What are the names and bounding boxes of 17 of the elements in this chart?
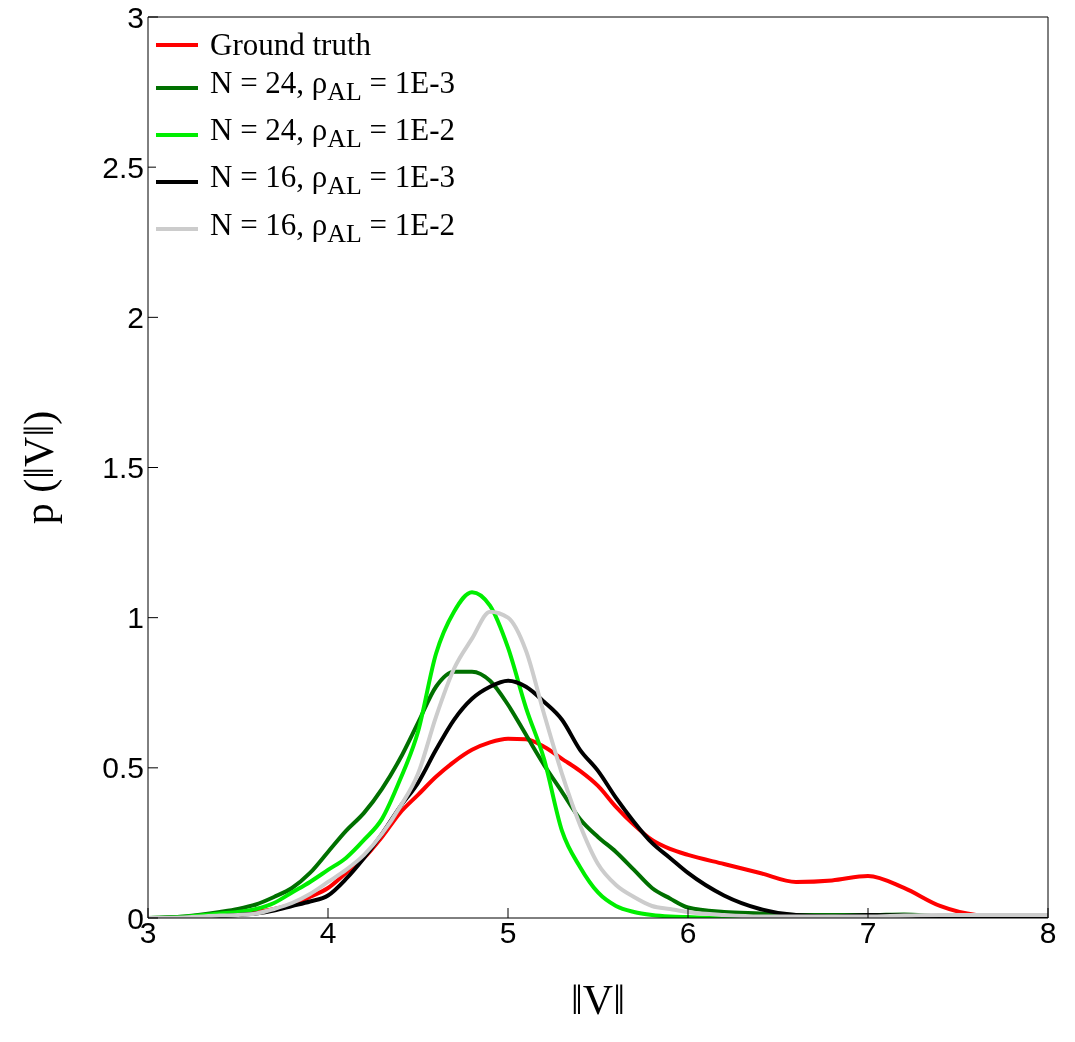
legend-label: N = 24, ρ$_{AL}$ = 1E-2	[210, 111, 456, 156]
x-tick-label: 8	[1039, 916, 1057, 950]
legend-label: Ground truth	[210, 26, 372, 64]
y-tick-label: 1.5	[102, 451, 144, 485]
y-tick-label: 0.5	[102, 751, 144, 785]
y-tick-label: 1	[127, 601, 144, 635]
y-tick-label: 2	[127, 300, 144, 334]
y-axis-title: p (‖V‖)	[15, 410, 63, 525]
y-tick-label: 2.5	[102, 150, 144, 184]
x-tick-label: 5	[499, 916, 517, 950]
legend-label: N = 24, ρ$_{AL}$ = 1E-3	[210, 64, 456, 109]
x-axis-title: ‖V‖	[571, 977, 625, 1023]
legend-label: N = 16, ρ$_{AL}$ = 1E-2	[210, 205, 456, 250]
x-tick-label: 4	[319, 916, 337, 950]
x-tick-label: 7	[859, 916, 877, 950]
legend-label: N = 16, ρ$_{AL}$ = 1E-3	[210, 158, 456, 203]
x-tick-label: 6	[679, 916, 697, 950]
